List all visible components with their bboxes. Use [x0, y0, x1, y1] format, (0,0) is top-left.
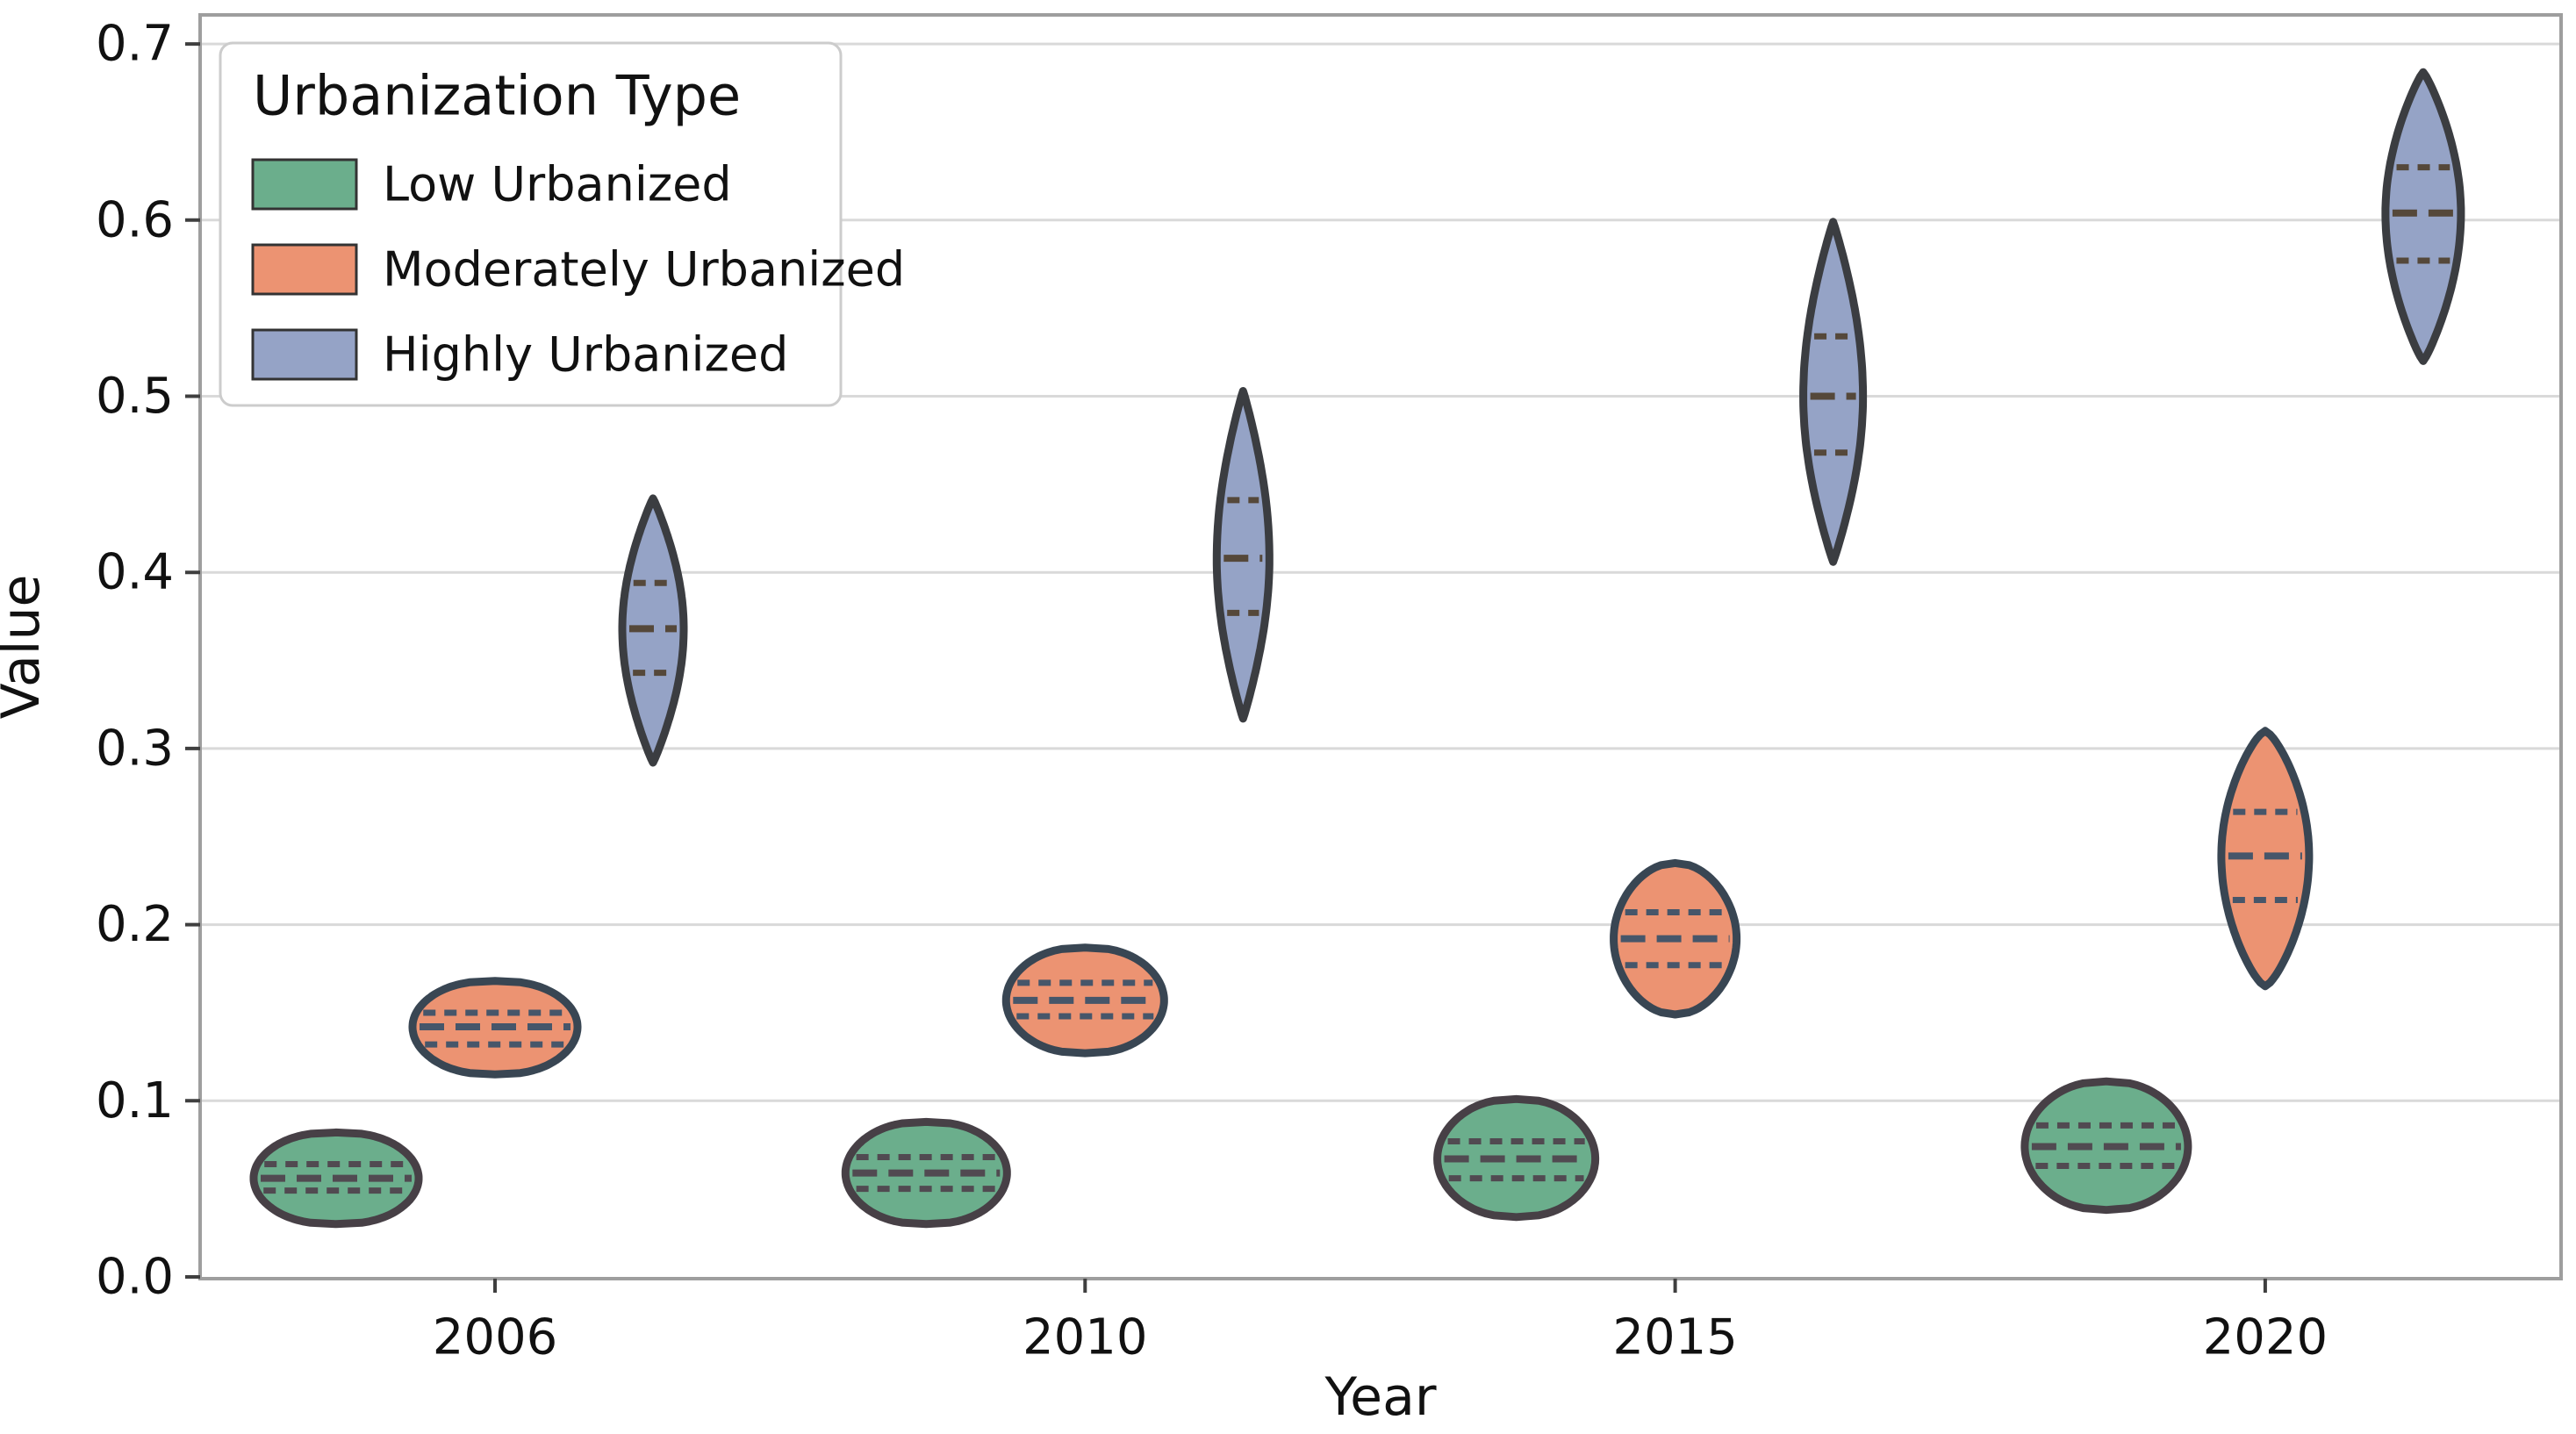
violins [249, 68, 2465, 1229]
violin-highly-urbanized-2015 [1799, 218, 1868, 566]
y-tick-label: 0.3 [96, 720, 174, 777]
legend: Urbanization Type Low Urbanized Moderately… [219, 41, 905, 407]
x-tick-label: 2006 [433, 1309, 558, 1366]
x-tick-label: 2020 [2203, 1309, 2328, 1366]
legend-label-highly-urbanized: Highly Urbanized [383, 327, 788, 383]
legend-swatch-low-urbanized [251, 158, 358, 211]
x-axis-label: Year [1324, 1366, 1436, 1428]
violin-highly-urbanized-2020 [2381, 68, 2465, 365]
legend-title: Urbanization Type [253, 64, 741, 128]
y-tick-label: 0.1 [96, 1072, 174, 1129]
legend-swatch-highly-urbanized [251, 328, 358, 381]
y-tick-label: 0.4 [96, 544, 174, 601]
y-tick-label: 0.0 [96, 1249, 174, 1306]
legend-label-moderately-urbanized: Moderately Urbanized [383, 242, 905, 298]
legend-swatch-moderately-urbanized [251, 243, 358, 296]
legend-label-low-urbanized: Low Urbanized [383, 157, 732, 212]
legend-box [219, 41, 843, 407]
y-tick-label: 0.6 [96, 191, 174, 248]
y-tick-label: 0.2 [96, 896, 174, 953]
y-axis-label: Value [0, 575, 52, 720]
x-tick-label: 2015 [1612, 1309, 1738, 1366]
plot-border [198, 13, 2563, 1280]
y-axis: 0.0 0.1 0.2 0.3 0.4 0.5 0.6 0.7 [96, 16, 200, 1306]
y-tick-label: 0.5 [96, 368, 174, 425]
y-tick-label: 0.7 [96, 16, 174, 73]
x-tick-label: 2010 [1023, 1309, 1148, 1366]
x-axis: 2006 2010 2015 2020 [433, 1279, 2328, 1366]
